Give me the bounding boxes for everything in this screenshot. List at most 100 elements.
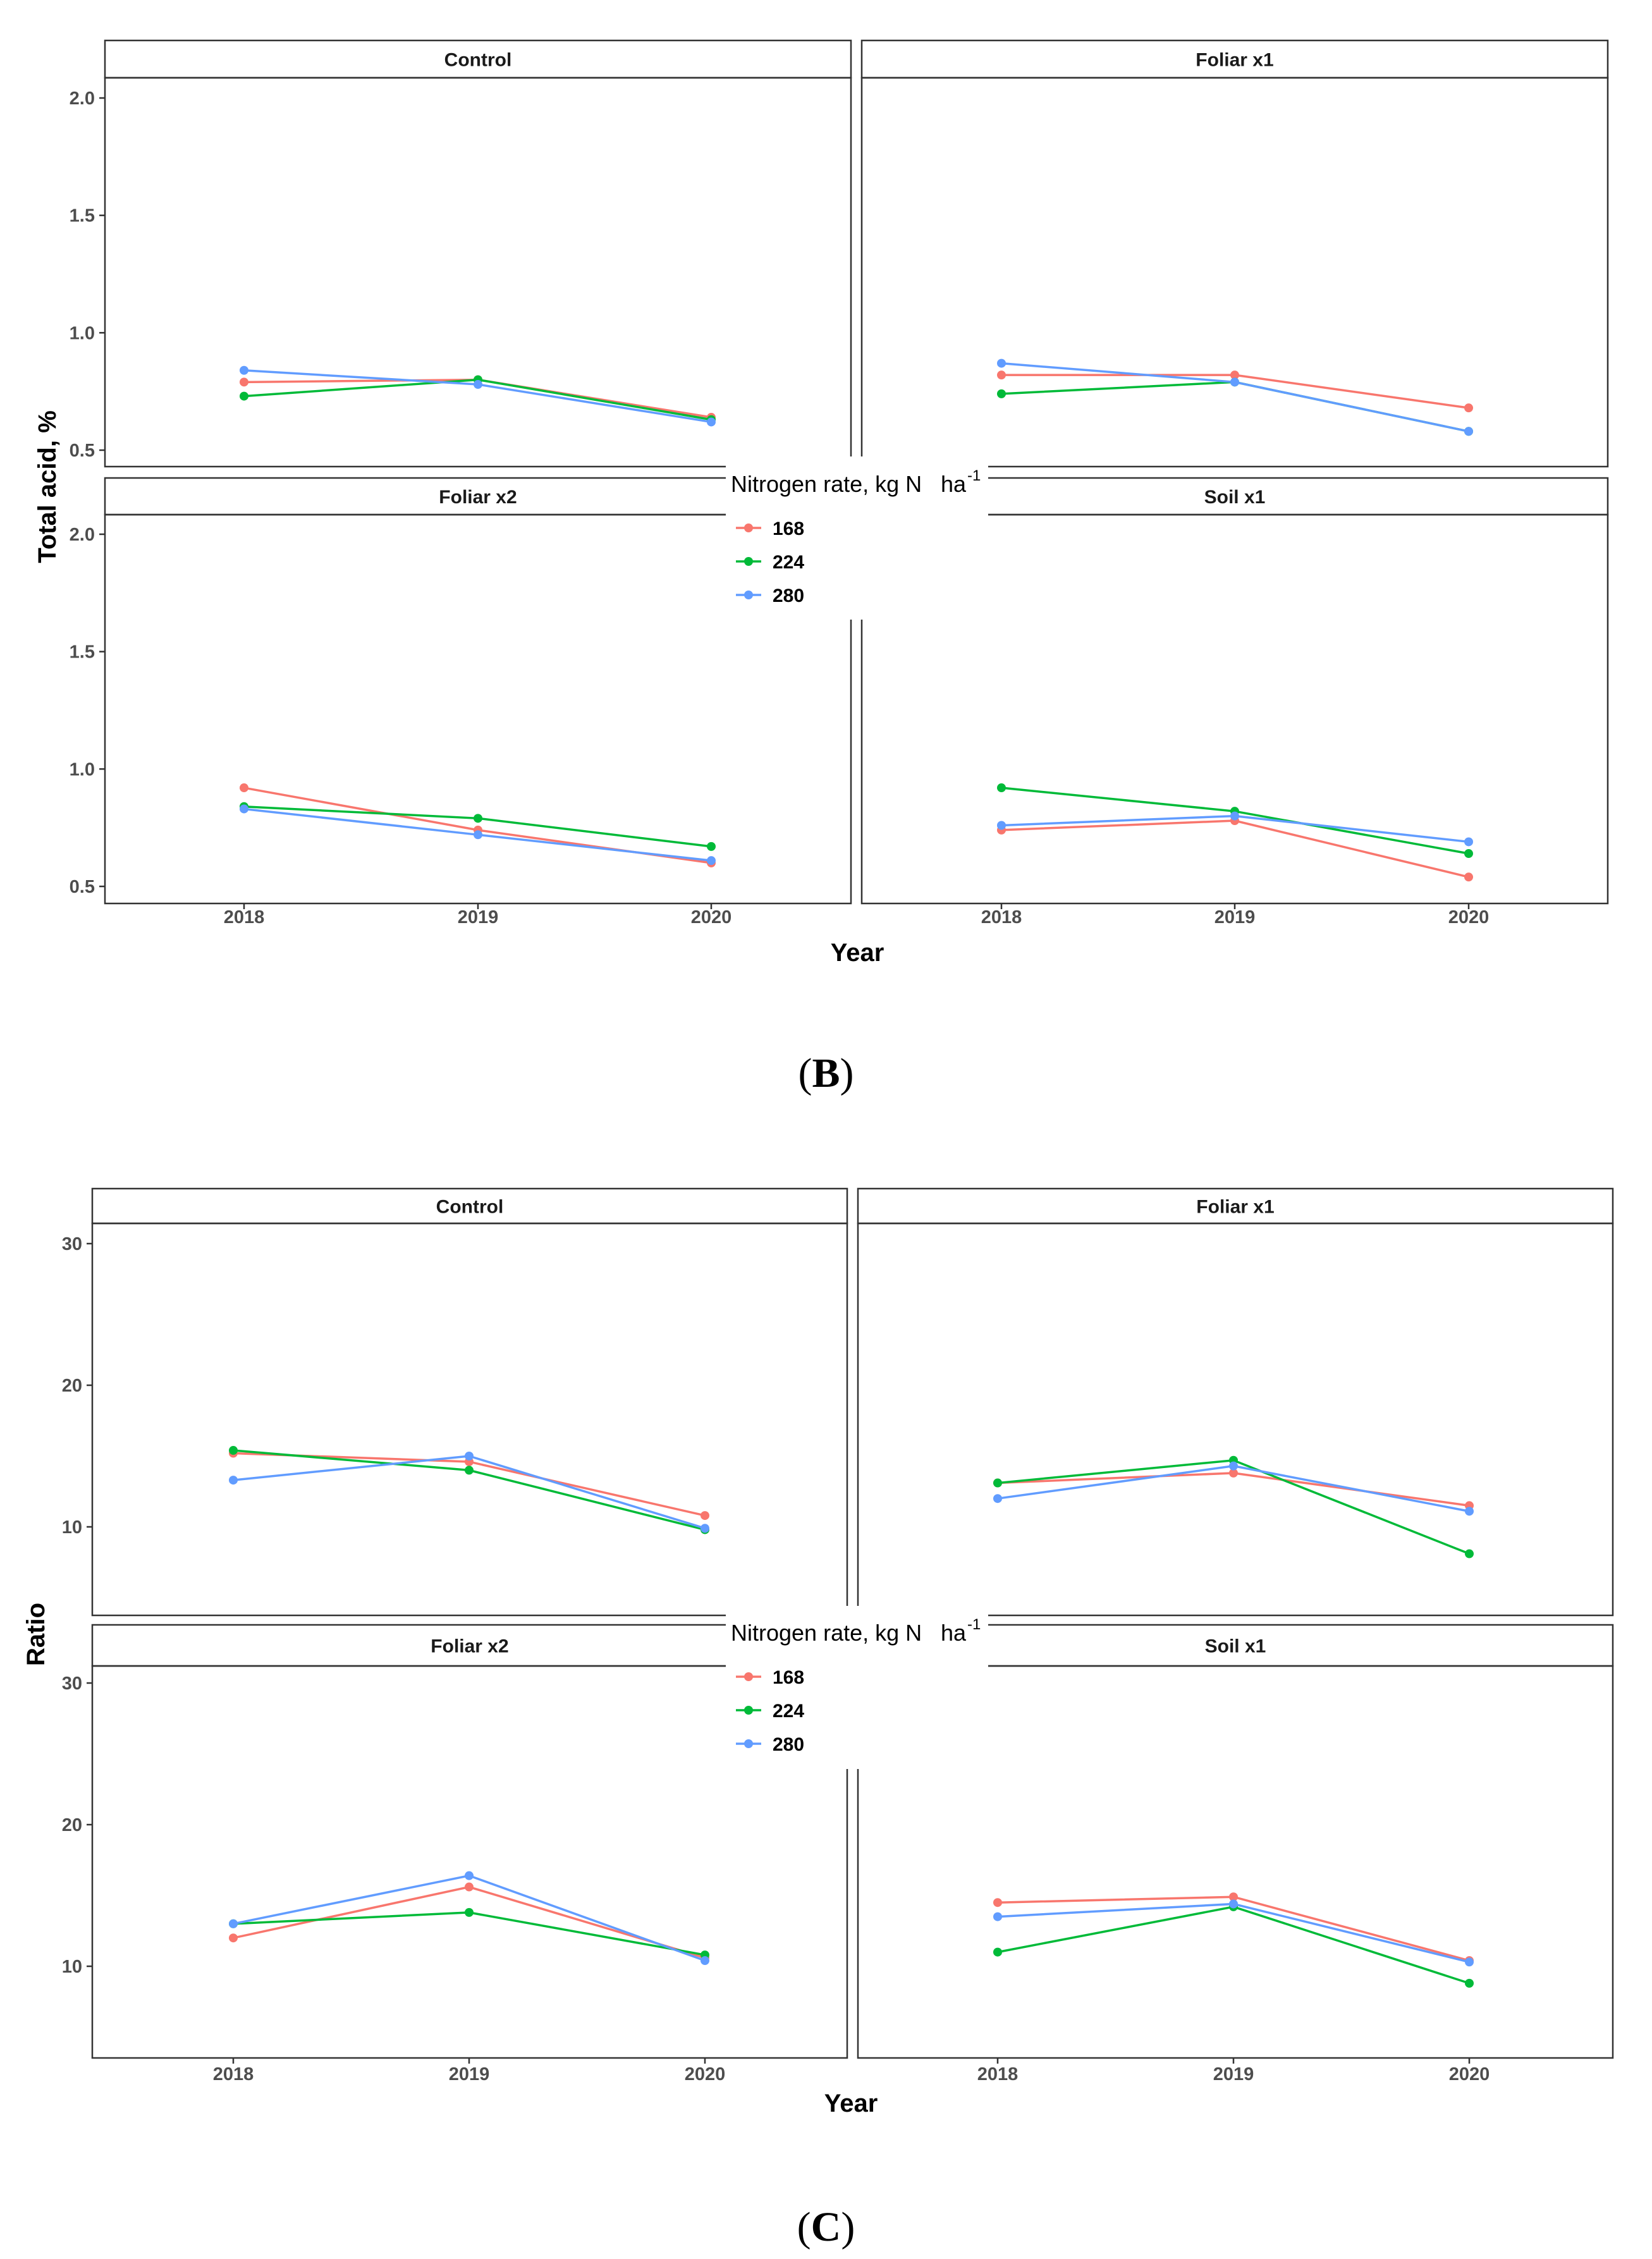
y-tick-label: 20 [62, 1815, 82, 1835]
facet-foliar-x1: Foliar x1 [860, 39, 1609, 468]
x-tick-label: 2019 [1215, 907, 1256, 927]
data-point-280-2018 [993, 1494, 1002, 1503]
y-tick-label: 0.5 [70, 877, 95, 897]
data-point-280-2018 [240, 365, 248, 375]
legend-title-unit: ha [941, 471, 967, 497]
facet-panel [860, 77, 1609, 468]
data-point-168-2018 [229, 1933, 238, 1943]
y-tick-label: 10 [62, 1517, 82, 1538]
data-point-224-2020 [1464, 849, 1473, 859]
legend-key-point-168 [744, 1672, 753, 1681]
facet-control: Control 10 20 30 [62, 1187, 848, 1617]
data-point-280-2020 [1464, 837, 1473, 847]
legend-label-224: 224 [773, 552, 804, 573]
data-point-224-2019 [465, 1466, 474, 1475]
data-point-224-2018 [997, 783, 1006, 793]
y-tick-label: 2.0 [70, 525, 95, 545]
facet-title: Foliar x1 [1196, 50, 1273, 71]
series-line-280 [997, 1902, 1470, 1963]
facet-title: Foliar x2 [431, 1636, 508, 1657]
facet-strip [860, 39, 1609, 79]
data-point-168-2020 [701, 1511, 709, 1521]
panel-label-c: (C) [797, 2204, 855, 2250]
facet-title: Soil x1 [1205, 1636, 1266, 1657]
x-tick-label: 2020 [685, 2064, 726, 2085]
x-tick-label: 2018 [213, 2064, 254, 2085]
legend-title: Nitrogen rate, kg N [731, 471, 922, 497]
facet-strip [91, 1187, 848, 1225]
series-line-168 [233, 1885, 706, 1959]
data-point-280-2020 [701, 1524, 709, 1533]
legend-title-exponent: -1 [967, 467, 981, 484]
x-tick-label: 2020 [1448, 907, 1490, 927]
legend-key-point-280 [744, 591, 753, 599]
data-point-280-2018 [997, 358, 1006, 368]
x-tick-label: 2020 [691, 907, 732, 927]
data-point-280-2020 [1465, 1957, 1474, 1967]
chart-ratio: Control 10 20 30 Foliar x1 Foliar x2 10 20 30 201… [22, 1187, 1614, 2117]
legend: Nitrogen rate, kg N ha -1 168 224 280 [726, 1606, 988, 1769]
legend: Nitrogen rate, kg N ha -1 168 224 280 [726, 456, 988, 620]
data-point-280-2020 [707, 856, 716, 866]
x-tick-label: 2019 [449, 2064, 490, 2085]
data-point-168-2019 [1229, 1468, 1238, 1478]
legend-key-point-280 [744, 1739, 753, 1748]
data-point-168-2020 [1464, 872, 1473, 882]
data-point-280-2018 [229, 1919, 238, 1928]
legend-label-280: 280 [773, 1734, 804, 1755]
x-tick-label: 2018 [977, 2064, 1019, 2085]
legend-key-point-224 [744, 1706, 753, 1715]
y-tick-label: 1.0 [70, 323, 95, 343]
data-point-224-2018 [993, 1947, 1002, 1957]
legend-background [726, 1606, 988, 1769]
x-axis-title: Year [824, 2090, 878, 2117]
data-point-280-2019 [1230, 377, 1239, 387]
legend-key-point-224 [744, 557, 753, 566]
facet-panel [104, 77, 852, 468]
y-tick-label: 10 [62, 1957, 82, 1977]
data-point-280-2019 [474, 380, 482, 389]
facet-title: Control [436, 1197, 504, 1218]
legend-key-point-168 [744, 523, 753, 532]
facet-strip [104, 39, 852, 79]
x-tick-label: 2019 [1213, 2064, 1254, 2085]
data-point-280-2020 [1464, 427, 1473, 436]
data-point-224-2018 [993, 1478, 1002, 1488]
data-point-168-2018 [997, 370, 1006, 380]
y-axis-title: Ratio [22, 1603, 50, 1666]
y-axis-title: Total acid, % [34, 410, 61, 563]
series-line-168 [1001, 819, 1469, 878]
legend-label-168: 168 [773, 1667, 804, 1688]
legend-title: Nitrogen rate, kg N [731, 1620, 922, 1646]
legend-label-224: 224 [773, 1701, 804, 1722]
y-tick-label: 1.5 [70, 642, 95, 663]
facet-foliar-x1: Foliar x1 [857, 1187, 1614, 1617]
data-point-168-2018 [240, 783, 248, 793]
data-point-280-2020 [707, 417, 716, 427]
x-tick-label: 2019 [458, 907, 499, 927]
legend-label-280: 280 [773, 585, 804, 606]
data-point-168-2019 [1230, 370, 1239, 380]
facet-title: Control [444, 50, 512, 71]
data-point-224-2019 [465, 1907, 474, 1917]
data-point-224-2020 [1465, 1978, 1474, 1988]
x-tick-label: 2018 [224, 907, 265, 927]
facet-title: Foliar x1 [1196, 1197, 1274, 1218]
data-point-224-2018 [229, 1446, 238, 1455]
data-point-280-2019 [1229, 1899, 1238, 1909]
data-point-224-2018 [997, 389, 1006, 398]
x-tick-label: 2018 [981, 907, 1022, 927]
y-tick-label: 1.0 [70, 759, 95, 780]
y-tick-label: 1.5 [70, 206, 95, 226]
data-point-280-2018 [240, 804, 248, 814]
facet-title: Foliar x2 [439, 487, 517, 508]
facet-panel [857, 1665, 1614, 2059]
series-line-168 [243, 787, 712, 864]
y-tick-label: 20 [62, 1376, 82, 1396]
facet-strip [857, 1187, 1614, 1225]
data-point-168-2020 [1464, 403, 1473, 413]
data-point-280-2019 [474, 830, 482, 840]
series-line-224 [233, 1911, 706, 1956]
y-tick-label: 30 [62, 1674, 82, 1694]
